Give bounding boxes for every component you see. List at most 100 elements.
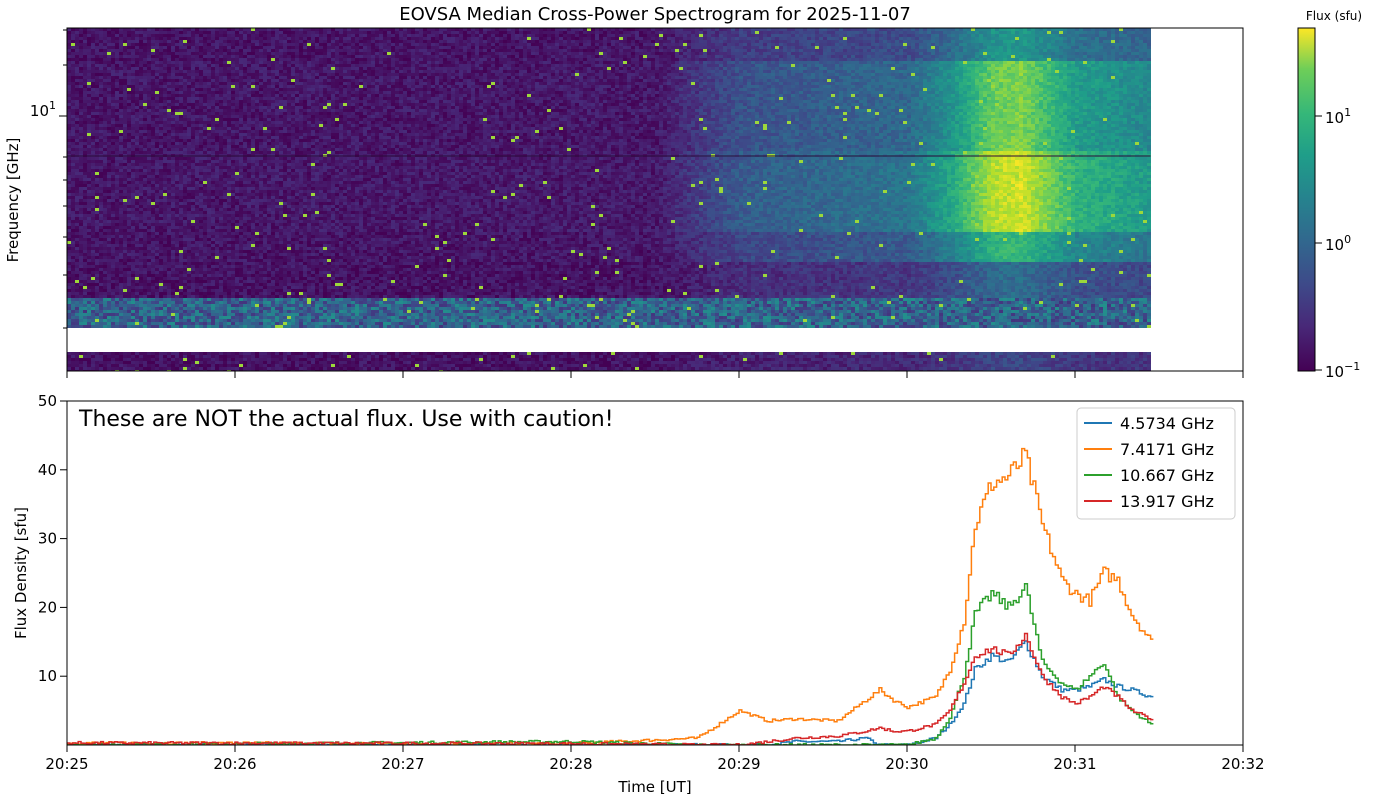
spectrogram-cell (75, 43, 79, 46)
spectrogram-cell (67, 256, 71, 259)
spectrogram-cell (243, 220, 247, 223)
spectrogram-cell (131, 94, 135, 97)
spectrogram-cell (159, 100, 163, 103)
spectrogram-cell (183, 133, 187, 136)
spectrogram-cell (139, 211, 143, 214)
spectrogram-cell (71, 235, 75, 238)
spectrogram-cell (215, 43, 219, 46)
spectrogram-cell (103, 151, 107, 154)
spectrogram-cell (143, 220, 147, 223)
spectrogram-cell (99, 247, 103, 250)
spectrogram-cell (191, 292, 195, 295)
spectrogram-cell (87, 34, 91, 37)
spectrogram-cell (191, 202, 195, 205)
spectrogram-cell (183, 277, 187, 280)
spectrogram-cell (187, 262, 191, 265)
spectrogram-cell (155, 148, 159, 151)
spectrogram-cell (123, 43, 127, 46)
spectrogram-cell (183, 253, 187, 256)
spectrogram-cell (167, 277, 171, 280)
spectrogram-cell (75, 292, 79, 295)
spectrogram-cell (99, 70, 103, 73)
spectrogram-cell (127, 247, 131, 250)
spectrogram-cell (227, 301, 231, 304)
spectrogram-cell (135, 229, 139, 232)
spectrogram-cell (143, 55, 147, 58)
spectrogram-cell (95, 151, 99, 154)
spectrogram-cell (187, 133, 191, 136)
spectrogram-cell (155, 73, 159, 76)
spectrogram-cell (155, 61, 159, 64)
spectrogram-cell (143, 76, 147, 79)
spectrogram-cell (191, 184, 195, 187)
spectrogram-cell (95, 121, 99, 124)
spectrogram-cell (231, 169, 235, 172)
spectrogram-cell (91, 184, 95, 187)
spectrogram-cell (131, 88, 135, 91)
spectrogram-cell (119, 205, 123, 208)
spectrogram-cell (163, 142, 167, 145)
spectrogram-cell (235, 70, 239, 73)
spectrogram-cell (195, 241, 199, 244)
spectrogram-cell (159, 313, 163, 316)
spectrogram-cell (83, 310, 87, 313)
spectrogram-cell (155, 367, 159, 370)
spectrogram-cell (67, 82, 71, 85)
spectrogram-cell (163, 292, 167, 295)
spectrogram-cell (159, 127, 163, 130)
spectrogram-cell (79, 97, 83, 100)
spectrogram-cell (123, 70, 127, 73)
spectrogram-cell (123, 73, 127, 76)
spectrogram-cell (219, 169, 223, 172)
spectrogram-cell (107, 310, 111, 313)
spectrogram-cell (147, 178, 151, 181)
spectrogram-cell (143, 127, 147, 130)
spectrogram-cell (67, 37, 71, 40)
spectrogram-cell (119, 241, 123, 244)
spectrogram-cell (131, 247, 135, 250)
spectrogram-cell (87, 355, 91, 358)
spectrogram-cell (155, 166, 159, 169)
spectrogram-cell (219, 100, 223, 103)
spectrogram-cell (95, 130, 99, 133)
spectrogram-cell (159, 259, 163, 262)
spectrogram-cell (235, 31, 239, 34)
spectrogram-cell (207, 367, 211, 370)
spectrogram-cell (215, 31, 219, 34)
spectrogram-cell (179, 229, 183, 232)
spectrogram-cell (203, 208, 207, 211)
spectrogram-cell (195, 250, 199, 253)
spectrogram-cell (143, 364, 147, 367)
spectrogram-cell (219, 121, 223, 124)
spectrogram-cell (187, 118, 191, 121)
spectrogram-cell (215, 109, 219, 112)
spectrogram-cell (175, 121, 179, 124)
spectrogram-cell (135, 166, 139, 169)
spectrogram-cell (239, 238, 243, 241)
spectrogram-cell (159, 253, 163, 256)
spectrogram-cell (223, 52, 227, 55)
spectrogram-cell (123, 106, 127, 109)
spectrogram-cell (171, 94, 175, 97)
spectrogram-cell (239, 58, 243, 61)
spectrogram-cell (131, 208, 135, 211)
spectrogram-cell (147, 46, 151, 49)
spectrogram-cell (183, 175, 187, 178)
spectrogram-cell (187, 274, 191, 277)
spectrogram-cell (95, 214, 99, 217)
spectrogram-cell (239, 253, 243, 256)
spectrogram-cell (127, 316, 131, 319)
spectrogram-cell (215, 37, 219, 40)
spectrogram-cell (75, 163, 79, 166)
spectrogram-cell (87, 187, 91, 190)
spectrogram-cell (151, 271, 155, 274)
spectrogram-cell (163, 169, 167, 172)
spectrogram-cell (99, 46, 103, 49)
spectrogram-cell (215, 97, 219, 100)
spectrogram-cell (135, 361, 139, 364)
spectrogram-cell (171, 172, 175, 175)
spectrogram-cell (207, 238, 211, 241)
spectrogram-cell (159, 238, 163, 241)
spectrogram-cell (131, 295, 135, 298)
spectrogram-cell (179, 184, 183, 187)
